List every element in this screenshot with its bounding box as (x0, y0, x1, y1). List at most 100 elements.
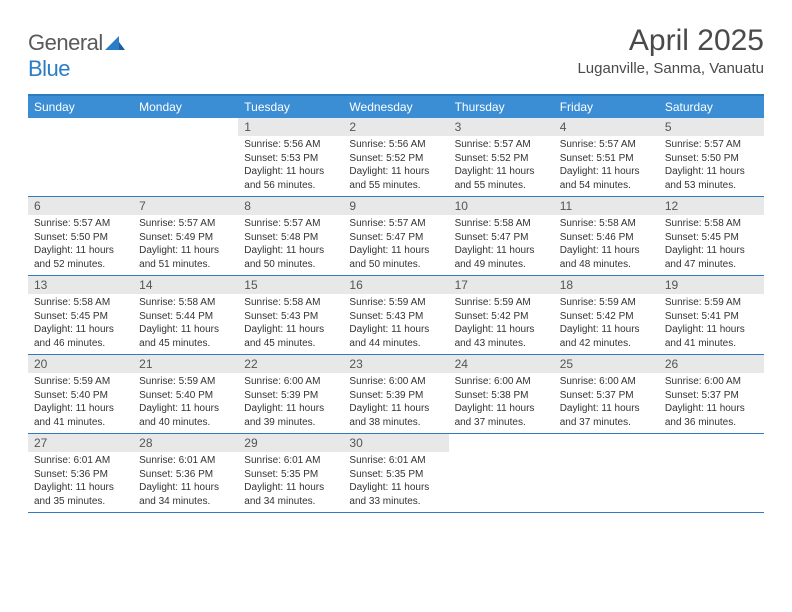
day-cell: 20Sunrise: 5:59 AMSunset: 5:40 PMDayligh… (28, 355, 133, 433)
day-number: 6 (28, 197, 133, 215)
day-header: Thursday (449, 96, 554, 118)
sunrise-text: Sunrise: 5:57 AM (349, 217, 442, 231)
daylight-text: Daylight: 11 hours and 55 minutes. (455, 165, 548, 192)
sunset-text: Sunset: 5:37 PM (665, 389, 758, 403)
daylight-text: Daylight: 11 hours and 35 minutes. (34, 481, 127, 508)
day-cell: 27Sunrise: 6:01 AMSunset: 5:36 PMDayligh… (28, 434, 133, 512)
header: GeneralBlue April 2025 Luganville, Sanma… (28, 24, 764, 82)
sunset-text: Sunset: 5:37 PM (560, 389, 653, 403)
daylight-text: Daylight: 11 hours and 42 minutes. (560, 323, 653, 350)
day-number: 25 (554, 355, 659, 373)
day-number: 26 (659, 355, 764, 373)
day-number: 8 (238, 197, 343, 215)
day-cell: 8Sunrise: 5:57 AMSunset: 5:48 PMDaylight… (238, 197, 343, 275)
weeks-container: 1Sunrise: 5:56 AMSunset: 5:53 PMDaylight… (28, 118, 764, 513)
daylight-text: Daylight: 11 hours and 55 minutes. (349, 165, 442, 192)
day-number: 1 (238, 118, 343, 136)
day-info: Sunrise: 5:58 AMSunset: 5:43 PMDaylight:… (238, 294, 343, 350)
day-info: Sunrise: 5:59 AMSunset: 5:40 PMDaylight:… (133, 373, 238, 429)
week-row: 13Sunrise: 5:58 AMSunset: 5:45 PMDayligh… (28, 276, 764, 355)
day-info: Sunrise: 5:58 AMSunset: 5:47 PMDaylight:… (449, 215, 554, 271)
day-cell: 2Sunrise: 5:56 AMSunset: 5:52 PMDaylight… (343, 118, 448, 196)
day-number: 5 (659, 118, 764, 136)
day-info: Sunrise: 5:57 AMSunset: 5:48 PMDaylight:… (238, 215, 343, 271)
day-number: 4 (554, 118, 659, 136)
day-cell: 18Sunrise: 5:59 AMSunset: 5:42 PMDayligh… (554, 276, 659, 354)
day-number: 22 (238, 355, 343, 373)
day-cell: 15Sunrise: 5:58 AMSunset: 5:43 PMDayligh… (238, 276, 343, 354)
day-info: Sunrise: 6:00 AMSunset: 5:39 PMDaylight:… (343, 373, 448, 429)
day-number: 20 (28, 355, 133, 373)
day-info: Sunrise: 5:57 AMSunset: 5:49 PMDaylight:… (133, 215, 238, 271)
day-cell: 1Sunrise: 5:56 AMSunset: 5:53 PMDaylight… (238, 118, 343, 196)
sunset-text: Sunset: 5:35 PM (349, 468, 442, 482)
day-number: 16 (343, 276, 448, 294)
daylight-text: Daylight: 11 hours and 47 minutes. (665, 244, 758, 271)
day-cell: 14Sunrise: 5:58 AMSunset: 5:44 PMDayligh… (133, 276, 238, 354)
day-number: 7 (133, 197, 238, 215)
day-header: Monday (133, 96, 238, 118)
day-cell: 5Sunrise: 5:57 AMSunset: 5:50 PMDaylight… (659, 118, 764, 196)
day-info: Sunrise: 5:57 AMSunset: 5:52 PMDaylight:… (449, 136, 554, 192)
daylight-text: Daylight: 11 hours and 45 minutes. (244, 323, 337, 350)
daylight-text: Daylight: 11 hours and 34 minutes. (139, 481, 232, 508)
brand-text: GeneralBlue (28, 30, 125, 82)
sunset-text: Sunset: 5:40 PM (34, 389, 127, 403)
sunset-text: Sunset: 5:50 PM (34, 231, 127, 245)
sunrise-text: Sunrise: 6:00 AM (349, 375, 442, 389)
day-info: Sunrise: 5:56 AMSunset: 5:53 PMDaylight:… (238, 136, 343, 192)
sunset-text: Sunset: 5:36 PM (34, 468, 127, 482)
daylight-text: Daylight: 11 hours and 56 minutes. (244, 165, 337, 192)
sunrise-text: Sunrise: 6:01 AM (244, 454, 337, 468)
day-info: Sunrise: 5:57 AMSunset: 5:50 PMDaylight:… (659, 136, 764, 192)
brand-sail-icon (105, 30, 125, 56)
sunrise-text: Sunrise: 5:56 AM (349, 138, 442, 152)
day-number: 15 (238, 276, 343, 294)
day-cell: 12Sunrise: 5:58 AMSunset: 5:45 PMDayligh… (659, 197, 764, 275)
sunset-text: Sunset: 5:38 PM (455, 389, 548, 403)
sunrise-text: Sunrise: 5:57 AM (560, 138, 653, 152)
day-cell: 22Sunrise: 6:00 AMSunset: 5:39 PMDayligh… (238, 355, 343, 433)
day-number: 13 (28, 276, 133, 294)
day-number: 9 (343, 197, 448, 215)
day-cell (133, 118, 238, 196)
day-cell (554, 434, 659, 512)
day-cell: 11Sunrise: 5:58 AMSunset: 5:46 PMDayligh… (554, 197, 659, 275)
day-info: Sunrise: 6:00 AMSunset: 5:38 PMDaylight:… (449, 373, 554, 429)
sunrise-text: Sunrise: 5:58 AM (244, 296, 337, 310)
daylight-text: Daylight: 11 hours and 50 minutes. (349, 244, 442, 271)
day-cell: 21Sunrise: 5:59 AMSunset: 5:40 PMDayligh… (133, 355, 238, 433)
sunrise-text: Sunrise: 5:57 AM (455, 138, 548, 152)
day-info: Sunrise: 5:57 AMSunset: 5:47 PMDaylight:… (343, 215, 448, 271)
day-cell: 29Sunrise: 6:01 AMSunset: 5:35 PMDayligh… (238, 434, 343, 512)
day-number: 29 (238, 434, 343, 452)
day-number: 10 (449, 197, 554, 215)
day-number: 11 (554, 197, 659, 215)
week-row: 27Sunrise: 6:01 AMSunset: 5:36 PMDayligh… (28, 434, 764, 513)
daylight-text: Daylight: 11 hours and 38 minutes. (349, 402, 442, 429)
day-info: Sunrise: 5:56 AMSunset: 5:52 PMDaylight:… (343, 136, 448, 192)
sunrise-text: Sunrise: 5:56 AM (244, 138, 337, 152)
sunrise-text: Sunrise: 5:57 AM (665, 138, 758, 152)
day-number: 27 (28, 434, 133, 452)
sunset-text: Sunset: 5:51 PM (560, 152, 653, 166)
week-row: 1Sunrise: 5:56 AMSunset: 5:53 PMDaylight… (28, 118, 764, 197)
day-info: Sunrise: 6:01 AMSunset: 5:36 PMDaylight:… (133, 452, 238, 508)
day-info: Sunrise: 5:59 AMSunset: 5:42 PMDaylight:… (449, 294, 554, 350)
sunset-text: Sunset: 5:41 PM (665, 310, 758, 324)
daylight-text: Daylight: 11 hours and 37 minutes. (455, 402, 548, 429)
sunrise-text: Sunrise: 5:59 AM (139, 375, 232, 389)
sunset-text: Sunset: 5:35 PM (244, 468, 337, 482)
sunset-text: Sunset: 5:42 PM (455, 310, 548, 324)
daylight-text: Daylight: 11 hours and 43 minutes. (455, 323, 548, 350)
day-info: Sunrise: 5:58 AMSunset: 5:45 PMDaylight:… (659, 215, 764, 271)
day-number: 12 (659, 197, 764, 215)
day-info: Sunrise: 5:59 AMSunset: 5:43 PMDaylight:… (343, 294, 448, 350)
brand-logo: GeneralBlue (28, 24, 125, 82)
day-number: 21 (133, 355, 238, 373)
calendar-grid: SundayMondayTuesdayWednesdayThursdayFrid… (28, 94, 764, 513)
day-cell: 17Sunrise: 5:59 AMSunset: 5:42 PMDayligh… (449, 276, 554, 354)
day-number: 14 (133, 276, 238, 294)
sunset-text: Sunset: 5:49 PM (139, 231, 232, 245)
sunrise-text: Sunrise: 5:59 AM (455, 296, 548, 310)
